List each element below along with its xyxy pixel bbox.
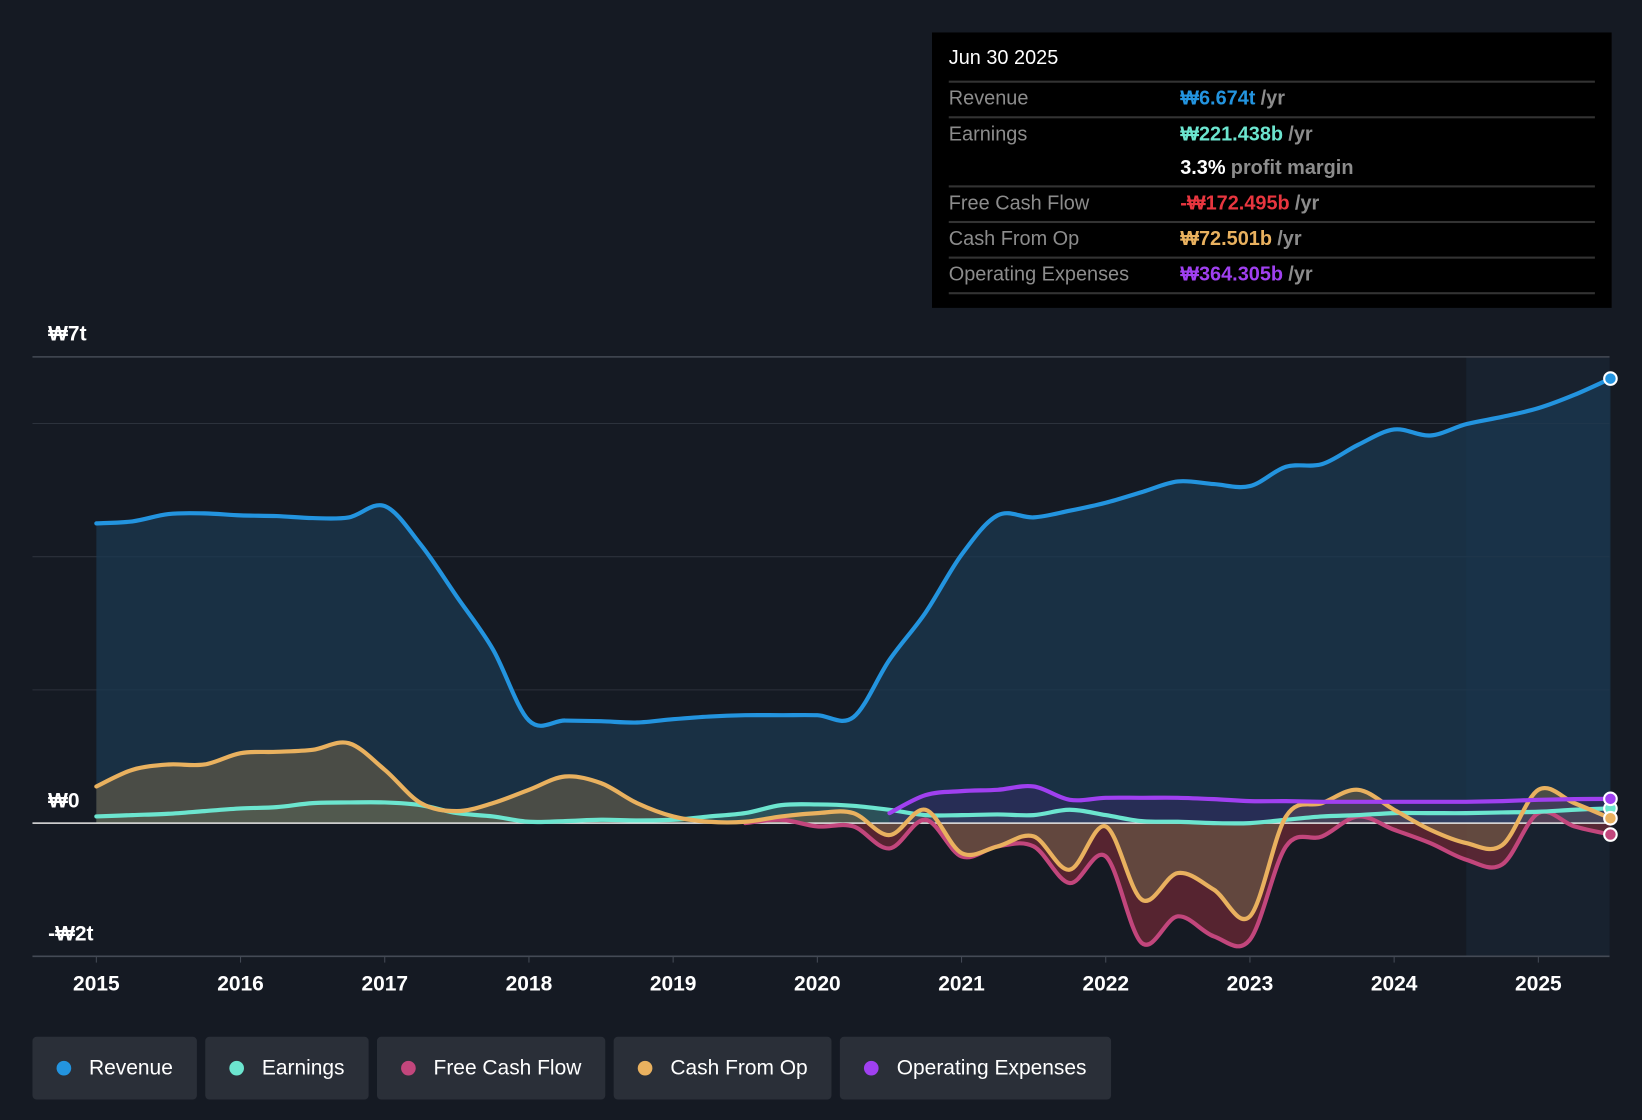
x-tick-label: 2023 (1227, 973, 1274, 996)
tooltip-unit: /yr (1260, 87, 1285, 110)
tooltip-row: Free Cash Flow -₩172.495b/yr (948, 187, 1595, 224)
x-tick-label: 2020 (794, 973, 841, 996)
tooltip: Jun 30 2025 Revenue ₩6.674t/yr Earnings ₩22… (932, 32, 1612, 308)
x-axis: 2015 2016 2017 2018 2019 2020 2021 2022 2023 2024… (73, 956, 1562, 996)
legend-item-revenue[interactable]: Revenue (32, 1036, 197, 1100)
y-axis: ₩7t ₩0 -₩2t (48, 322, 93, 945)
series-areas (32, 378, 1611, 947)
x-tick-label: 2021 (938, 973, 985, 996)
tooltip-date: Jun 30 2025 (948, 47, 1595, 83)
x-tick-label: 2024 (1371, 973, 1418, 996)
free-cash-flow-end-dot (1603, 827, 1618, 842)
revenue-line (94, 376, 1613, 728)
cash-from-op-area (96, 742, 1611, 920)
x-tick-label: 2019 (650, 973, 697, 996)
legend-dot-icon (637, 1060, 653, 1076)
y-label-bottom: -₩2t (48, 922, 93, 945)
legend-dot-icon (864, 1060, 879, 1076)
revenue-area (96, 378, 1611, 824)
x-tick-label: 2022 (1082, 973, 1129, 996)
legend-dot-icon (56, 1060, 72, 1076)
operating-expenses-end-dot (1603, 791, 1618, 807)
tooltip-label: Revenue (948, 87, 1029, 110)
tooltip-label: Free Cash Flow (948, 192, 1090, 215)
legend-dot-icon (401, 1060, 416, 1076)
tooltip-unit: /yr (1288, 123, 1313, 146)
legend: Revenue Earnings Free Cash Flow Cash From O… (32, 1036, 1111, 1100)
tooltip-row: Revenue ₩6.674t/yr (948, 83, 1595, 119)
x-tick-label: 2016 (217, 973, 264, 996)
legend-label: Operating Expenses (896, 1056, 1087, 1080)
tooltip-unit: profit margin (1230, 157, 1354, 180)
x-tick-label: 2018 (506, 973, 553, 996)
legend-item-free-cash-flow[interactable]: Free Cash Flow (376, 1036, 606, 1100)
tooltip-row: Cash From Op ₩72.501b/yr (948, 223, 1595, 259)
series-lines (94, 376, 1613, 949)
legend-dot-icon (229, 1060, 245, 1076)
legend-item-cash-from-op[interactable]: Cash From Op (613, 1036, 832, 1100)
operating-expenses-line (887, 784, 1613, 816)
y-label-zero: ₩0 (48, 789, 79, 812)
y-label-top: ₩7t (48, 322, 86, 345)
tooltip-row: Operating Expenses ₩364.305b/yr (948, 259, 1595, 295)
x-tick-label: 2025 (1515, 973, 1562, 996)
tooltip-row: Earnings ₩221.438b/yr (949, 118, 1595, 152)
tooltip-unit: /yr (1294, 192, 1320, 215)
tooltip-value: ₩72.501b (1180, 228, 1272, 251)
end-markers (1603, 371, 1618, 842)
cash-from-op-line (94, 740, 1613, 921)
x-tick-label: 2015 (73, 973, 120, 996)
tooltip-label: Operating Expenses (948, 263, 1130, 286)
tooltip-label: Cash From Op (948, 228, 1080, 251)
legend-label: Free Cash Flow (433, 1056, 582, 1080)
earnings-line (94, 800, 1613, 826)
tooltip-value: -₩172.495b (1180, 192, 1290, 215)
legend-label: Cash From Op (670, 1056, 808, 1080)
legend-item-earnings[interactable]: Earnings (205, 1036, 369, 1100)
tooltip-value: 3.3% (1180, 157, 1226, 180)
cash-from-op-end-dot (1603, 810, 1618, 826)
tooltip-value: ₩6.674t (1180, 87, 1256, 110)
revenue-end-dot (1603, 371, 1618, 386)
tooltip-row: 3.3% profit margin (948, 152, 1595, 188)
legend-item-operating-expenses[interactable]: Operating Expenses (840, 1036, 1111, 1100)
legend-label: Revenue (89, 1056, 173, 1080)
tooltip-unit: /yr (1288, 263, 1313, 286)
tooltip-unit: /yr (1277, 228, 1302, 251)
x-tick-label: 2017 (361, 973, 408, 996)
free-cash-flow-line (743, 809, 1613, 949)
tooltip-value: ₩221.438b (1180, 123, 1284, 146)
tooltip-label: Earnings (948, 123, 1028, 146)
legend-label: Earnings (261, 1056, 345, 1080)
tooltip-value: ₩364.305b (1180, 263, 1284, 286)
